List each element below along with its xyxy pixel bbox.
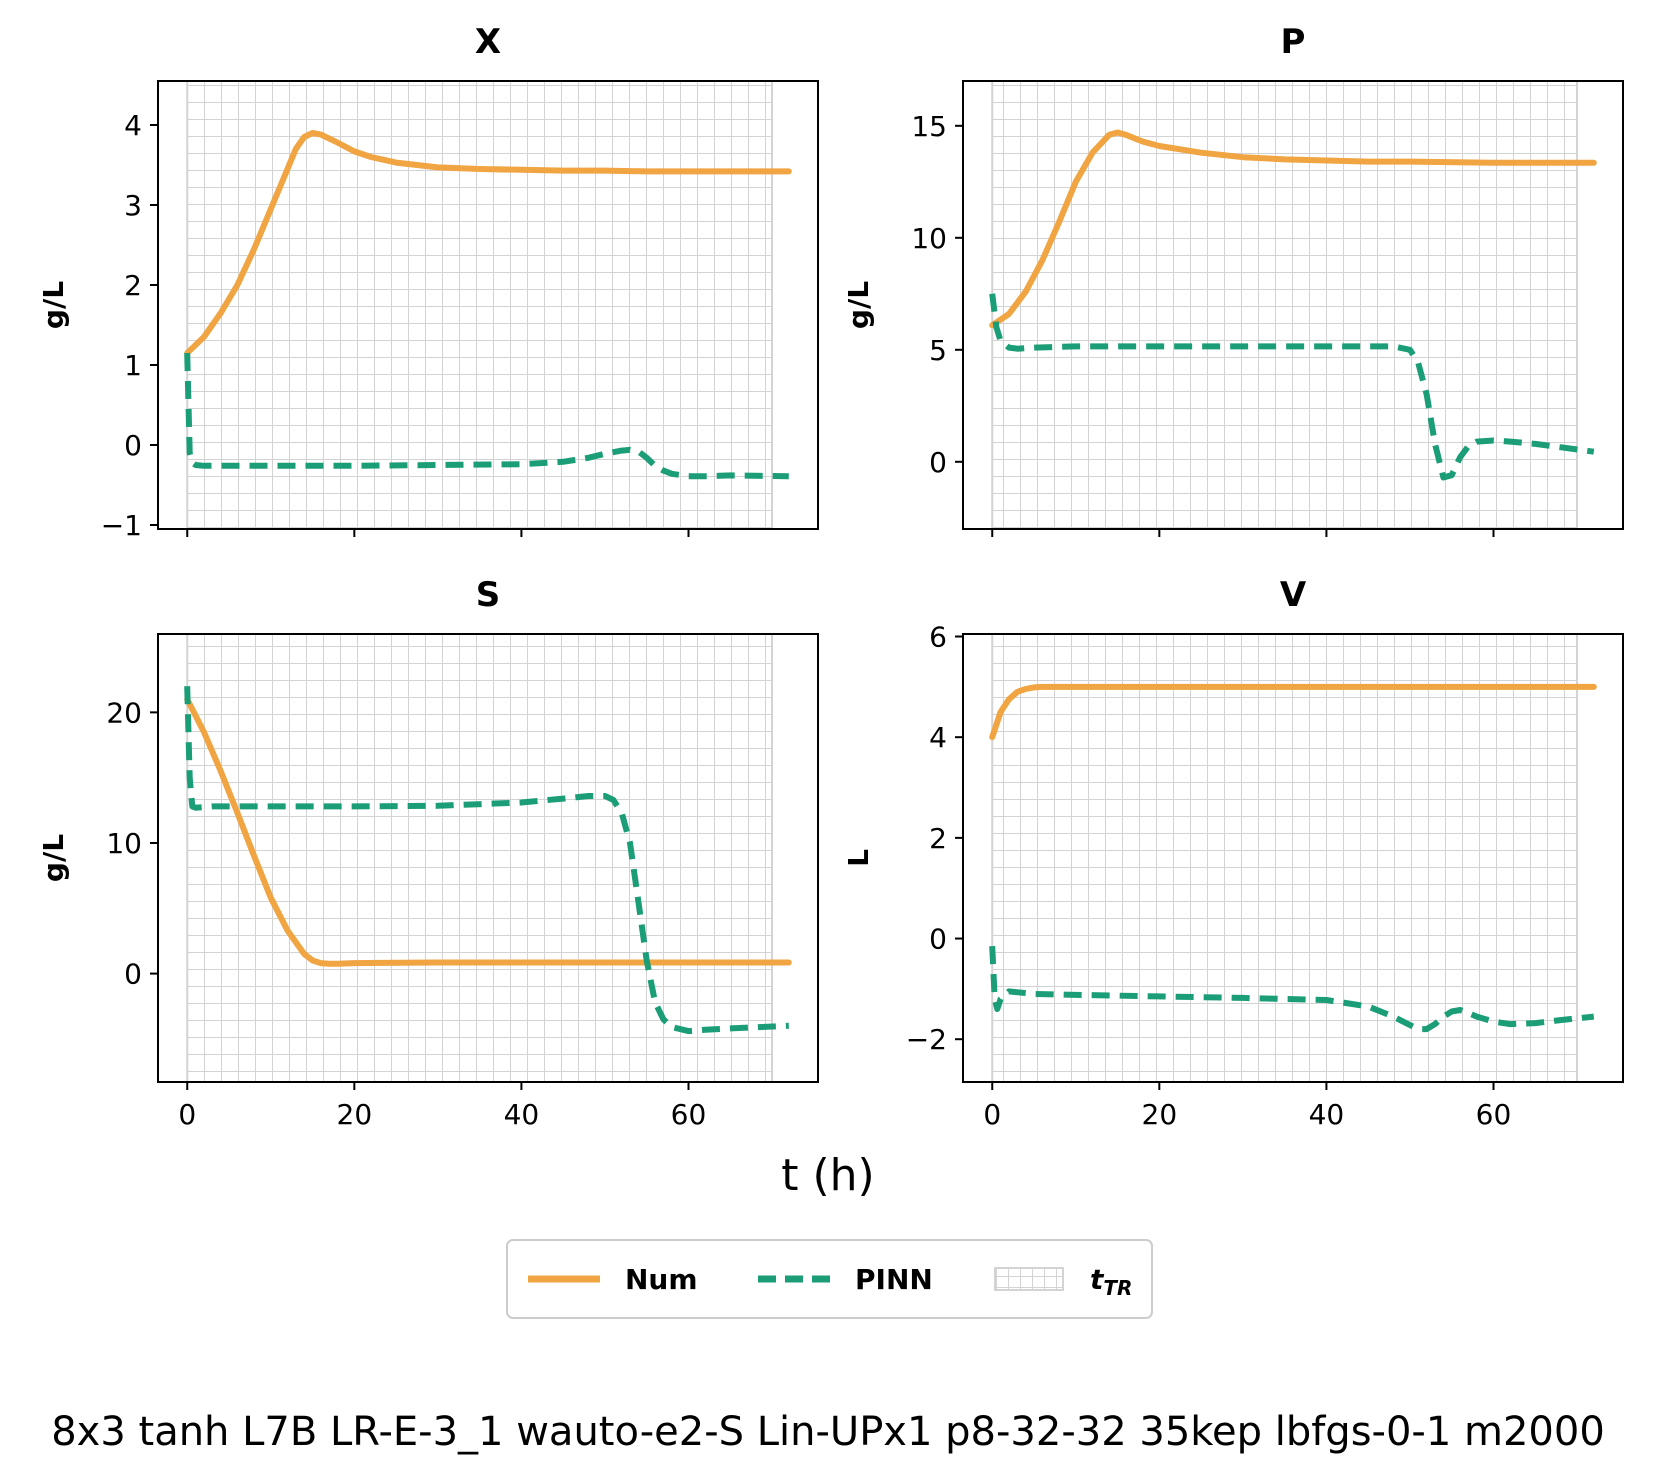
subplot-title: S	[476, 575, 501, 615]
ttr-region	[991, 80, 1579, 530]
y-axis-label: g/L	[37, 281, 70, 329]
y-axis-label: L	[842, 849, 875, 867]
y-tick-label: 0	[124, 429, 142, 462]
num-line-s	[184, 696, 792, 967]
axes-frame	[157, 633, 819, 1083]
y-tick-label: 4	[929, 721, 947, 754]
legend-num-label: Num	[625, 1263, 698, 1296]
y-tick-label: 2	[929, 822, 947, 855]
axes-frame	[157, 80, 819, 530]
y-tick-label: 10	[106, 827, 142, 860]
x-tick-label: 60	[671, 1098, 707, 1131]
ttr-region	[991, 633, 1579, 1083]
x-axis-label: t (h)	[781, 1150, 874, 1201]
ttr-region	[186, 80, 774, 530]
y-axis-label: g/L	[37, 834, 70, 882]
x-tick-label: 60	[1476, 1098, 1512, 1131]
subplot-title: X	[475, 22, 501, 62]
pinn-line-v	[989, 945, 1595, 1033]
x-tick-label: 20	[1142, 1098, 1178, 1131]
pinn-line-x	[184, 352, 789, 480]
x-tick-label: 0	[178, 1098, 196, 1131]
pinn-line-p	[989, 293, 1595, 481]
y-tick-label: 0	[929, 923, 947, 956]
axes-frame	[962, 633, 1624, 1083]
ttr-region	[186, 633, 774, 1083]
subplot-x: −1 0 1 2 3 4 Xg/L	[37, 22, 819, 542]
subplot-title: V	[1280, 575, 1307, 615]
y-tick-label: 2	[124, 269, 142, 302]
y-tick-label: 1	[124, 349, 142, 382]
y-tick-label: 5	[929, 334, 947, 367]
y-axis-label: g/L	[842, 281, 875, 329]
y-tick-label: −2	[906, 1023, 947, 1056]
subplot-s: 0 20 40 60 0 10 20 Sg/L	[37, 575, 819, 1131]
x-tick-label: 0	[983, 1098, 1001, 1131]
x-tick-label: 20	[337, 1098, 373, 1131]
y-tick-label: 15	[911, 110, 947, 143]
subplot-p: 0 5 10 15 Pg/L	[842, 22, 1624, 537]
subplot-v: 0 20 40 60 −2 0 2 4 6 V L	[842, 575, 1624, 1131]
pinn-line-s	[184, 686, 789, 1035]
y-tick-label: 20	[106, 696, 142, 729]
legend-ttr-swatch	[994, 1267, 1064, 1291]
num-line-x	[184, 130, 792, 356]
x-tick-label: 40	[504, 1098, 540, 1131]
y-tick-label: 10	[911, 222, 947, 255]
y-tick-label: 4	[124, 109, 142, 142]
x-tick-label: 40	[1309, 1098, 1345, 1131]
caption: 8x3 tanh L7B LR-E-3_1 wauto-e2-S Lin-UPx…	[51, 1409, 1605, 1455]
num-line-p	[989, 129, 1597, 329]
axes-frame	[962, 80, 1624, 530]
y-tick-label: −1	[101, 509, 142, 542]
subplot-title: P	[1281, 22, 1306, 62]
legend-pinn-label: PINN	[855, 1263, 933, 1296]
legend: Num PINN tTR	[506, 1239, 1153, 1319]
y-tick-label: 0	[124, 958, 142, 991]
y-tick-label: 0	[929, 446, 947, 479]
y-tick-label: 6	[929, 621, 947, 654]
num-line-v	[989, 683, 1597, 741]
y-tick-label: 3	[124, 189, 142, 222]
